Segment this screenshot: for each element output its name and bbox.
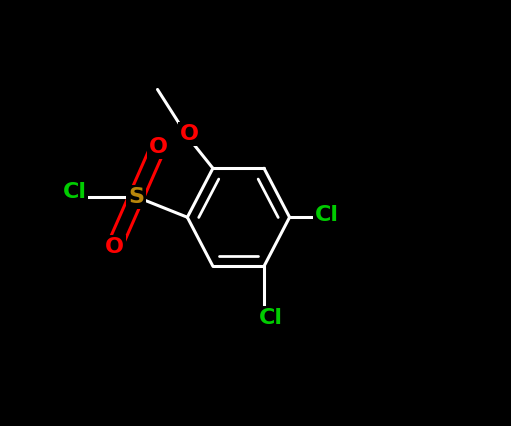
- Text: O: O: [180, 124, 199, 144]
- Text: Cl: Cl: [62, 182, 86, 201]
- Text: O: O: [149, 137, 168, 156]
- Text: Cl: Cl: [315, 205, 339, 225]
- Text: S: S: [128, 187, 144, 207]
- Text: O: O: [105, 237, 124, 257]
- Text: Cl: Cl: [259, 308, 283, 328]
